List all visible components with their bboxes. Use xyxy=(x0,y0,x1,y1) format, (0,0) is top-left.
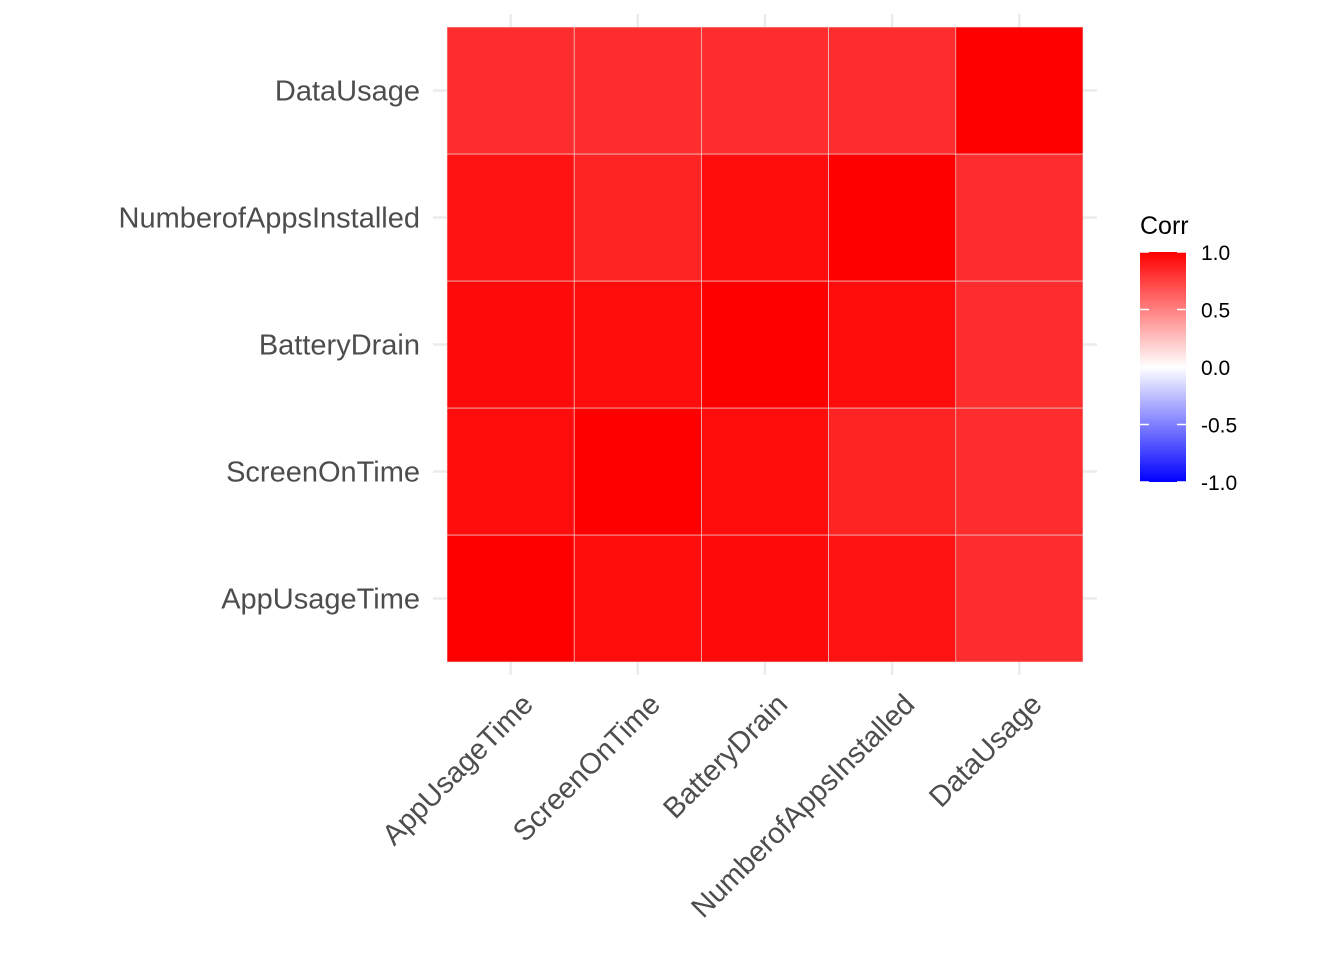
heatmap-cell-AppUsageTime-NumberofAppsInstalled xyxy=(828,534,957,663)
heatmap-cell-NumberofAppsInstalled-DataUsage xyxy=(955,153,1084,282)
heatmap-cell-DataUsage-DataUsage xyxy=(955,26,1084,155)
heatmap-cell-BatteryDrain-AppUsageTime xyxy=(446,280,575,409)
x-tick-label: DataUsage xyxy=(923,688,1048,813)
y-tick-label: ScreenOnTime xyxy=(226,457,420,489)
legend-title: Corr xyxy=(1140,212,1189,240)
heatmap-cell-BatteryDrain-ScreenOnTime xyxy=(573,280,702,409)
heatmap-cell-DataUsage-NumberofAppsInstalled xyxy=(828,26,957,155)
heatmap-cell-AppUsageTime-ScreenOnTime xyxy=(573,534,702,663)
heatmap-cell-AppUsageTime-DataUsage xyxy=(955,534,1084,663)
heatmap-cell-AppUsageTime-BatteryDrain xyxy=(701,534,829,663)
heatmap-cell-DataUsage-BatteryDrain xyxy=(701,26,829,155)
heatmap-cell-ScreenOnTime-AppUsageTime xyxy=(446,407,575,536)
x-axis-tick-labels: AppUsageTimeScreenOnTimeBatteryDrainNumb… xyxy=(376,688,1048,924)
y-tick-label: BatteryDrain xyxy=(259,330,420,362)
legend-tick-label: 0.0 xyxy=(1201,357,1230,380)
legend-tick-label: 0.5 xyxy=(1201,300,1230,323)
heatmap-cell-NumberofAppsInstalled-ScreenOnTime xyxy=(573,153,702,282)
x-tick-label: BatteryDrain xyxy=(657,688,794,825)
y-tick-label: AppUsageTime xyxy=(221,584,420,616)
legend-tick-label: -1.0 xyxy=(1201,472,1237,495)
heatmap-tiles xyxy=(446,26,1084,663)
heatmap-cell-BatteryDrain-BatteryDrain xyxy=(701,280,829,409)
heatmap-cell-DataUsage-AppUsageTime xyxy=(446,26,575,155)
y-axis-tick-labels: AppUsageTime ScreenOnTime BatteryDrain Numb… xyxy=(119,76,420,616)
color-legend: Corr 1.0 0.5 0.0 -0.5 -1.0 xyxy=(1140,212,1237,495)
heatmap-cell-NumberofAppsInstalled-BatteryDrain xyxy=(701,153,829,282)
heatmap-cell-NumberofAppsInstalled-NumberofAppsInstalled xyxy=(828,153,957,282)
legend-tick-label: 1.0 xyxy=(1201,242,1230,265)
y-tick-label: NumberofAppsInstalled xyxy=(119,203,420,235)
heatmap-cell-ScreenOnTime-NumberofAppsInstalled xyxy=(828,407,957,536)
heatmap-cell-BatteryDrain-DataUsage xyxy=(955,280,1084,409)
legend-ticks: 1.0 0.5 0.0 -0.5 -1.0 xyxy=(1140,242,1237,495)
heatmap-cell-BatteryDrain-NumberofAppsInstalled xyxy=(828,280,957,409)
heatmap-cell-ScreenOnTime-BatteryDrain xyxy=(701,407,829,536)
heatmap-cell-ScreenOnTime-ScreenOnTime xyxy=(573,407,702,536)
y-tick-label: DataUsage xyxy=(275,76,420,108)
heatmap-cell-DataUsage-ScreenOnTime xyxy=(573,26,702,155)
heatmap-cell-NumberofAppsInstalled-AppUsageTime xyxy=(446,153,575,282)
heatmap-cell-ScreenOnTime-DataUsage xyxy=(955,407,1084,536)
x-tick-label: NumberofAppsInstalled xyxy=(686,688,922,924)
legend-tick-label: -0.5 xyxy=(1201,415,1237,438)
heatmap-cell-AppUsageTime-AppUsageTime xyxy=(446,534,575,663)
